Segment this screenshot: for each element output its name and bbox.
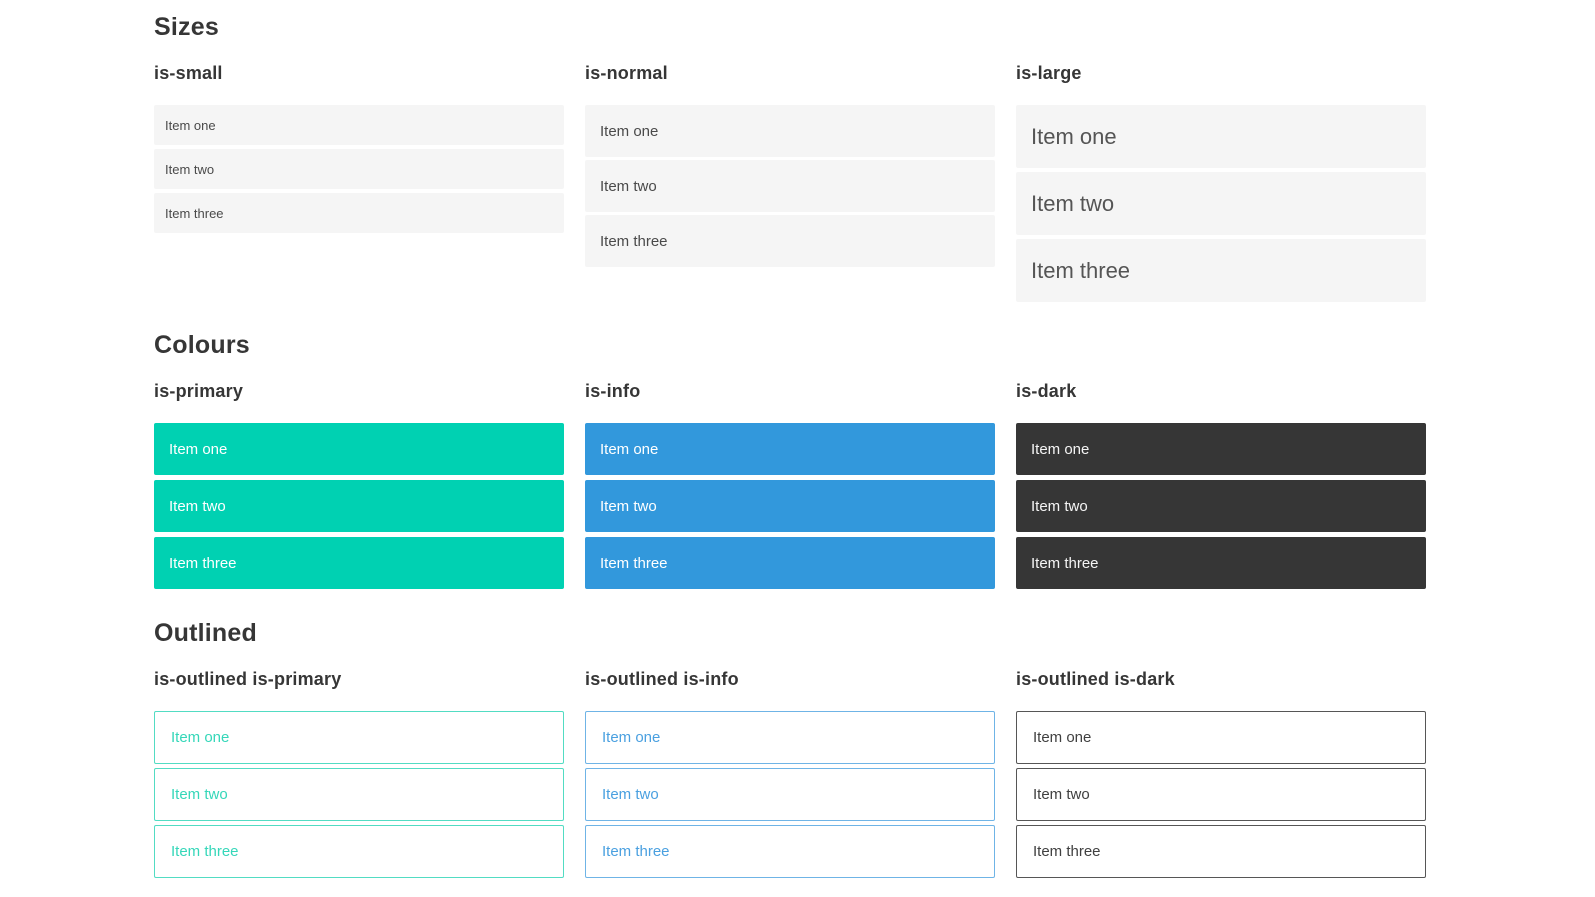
- list-outlined-info: Item one Item two Item three: [585, 711, 995, 882]
- list-item: Item one: [1016, 105, 1426, 168]
- demo-column-outlined-primary: is-outlined is-primary Item one Item two…: [154, 668, 564, 882]
- list-item: Item two: [154, 768, 564, 821]
- demo-column-is-info: is-info Item one Item two Item three: [585, 380, 995, 594]
- list-item: Item three: [585, 825, 995, 878]
- column-heading-is-dark: is-dark: [1016, 381, 1077, 401]
- column-heading-is-normal: is-normal: [585, 63, 668, 83]
- list-item: Item three: [585, 537, 995, 589]
- list-item: Item one: [154, 105, 564, 145]
- column-heading-is-small: is-small: [154, 63, 223, 83]
- outlined-grid: is-outlined is-primary Item one Item two…: [154, 668, 1426, 882]
- list-item: Item one: [585, 711, 995, 764]
- demo-column-is-primary: is-primary Item one Item two Item three: [154, 380, 564, 594]
- list-is-dark: Item one Item two Item three: [1016, 423, 1426, 594]
- list-is-info: Item one Item two Item three: [585, 423, 995, 594]
- colours-grid: is-primary Item one Item two Item three …: [154, 380, 1426, 594]
- list-item: Item two: [585, 768, 995, 821]
- list-item: Item one: [1016, 711, 1426, 764]
- demo-column-is-normal: is-normal Item one Item two Item three: [585, 62, 995, 270]
- list-item: Item two: [154, 149, 564, 189]
- column-heading-outlined-info: is-outlined is-info: [585, 669, 739, 689]
- list-outlined-dark: Item one Item two Item three: [1016, 711, 1426, 882]
- demo-column-is-small: is-small Item one Item two Item three: [154, 62, 564, 237]
- list-item: Item three: [154, 825, 564, 878]
- list-item: Item one: [154, 423, 564, 475]
- list-item: Item one: [585, 423, 995, 475]
- list-is-normal: Item one Item two Item three: [585, 105, 995, 270]
- column-heading-is-large: is-large: [1016, 63, 1082, 83]
- column-heading-is-info: is-info: [585, 381, 641, 401]
- list-item: Item three: [1016, 239, 1426, 302]
- list-item: Item two: [585, 480, 995, 532]
- list-item: Item three: [585, 215, 995, 267]
- section-colours: Colours is-primary Item one Item two Ite…: [154, 330, 1426, 594]
- sizes-grid: is-small Item one Item two Item three is…: [154, 62, 1426, 306]
- list-item: Item three: [154, 537, 564, 589]
- list-item: Item two: [154, 480, 564, 532]
- list-item: Item two: [1016, 768, 1426, 821]
- list-is-small: Item one Item two Item three: [154, 105, 564, 237]
- list-item: Item one: [1016, 423, 1426, 475]
- section-sizes: Sizes is-small Item one Item two Item th…: [154, 12, 1426, 306]
- column-heading-outlined-primary: is-outlined is-primary: [154, 669, 342, 689]
- section-title-outlined: Outlined: [154, 619, 257, 647]
- list-item: Item three: [1016, 825, 1426, 878]
- demo-column-is-dark: is-dark Item one Item two Item three: [1016, 380, 1426, 594]
- section-outlined: Outlined is-outlined is-primary Item one…: [154, 618, 1426, 882]
- list-item: Item one: [585, 105, 995, 157]
- style-guide-page: Sizes is-small Item one Item two Item th…: [154, 0, 1426, 882]
- list-item: Item three: [154, 193, 564, 233]
- list-outlined-primary: Item one Item two Item three: [154, 711, 564, 882]
- demo-column-outlined-info: is-outlined is-info Item one Item two It…: [585, 668, 995, 882]
- section-title-sizes: Sizes: [154, 13, 219, 41]
- list-item: Item two: [1016, 172, 1426, 235]
- list-is-primary: Item one Item two Item three: [154, 423, 564, 594]
- section-title-colours: Colours: [154, 331, 250, 359]
- column-heading-outlined-dark: is-outlined is-dark: [1016, 669, 1175, 689]
- demo-column-outlined-dark: is-outlined is-dark Item one Item two It…: [1016, 668, 1426, 882]
- demo-column-is-large: is-large Item one Item two Item three: [1016, 62, 1426, 306]
- column-heading-is-primary: is-primary: [154, 381, 244, 401]
- list-is-large: Item one Item two Item three: [1016, 105, 1426, 306]
- list-item: Item one: [154, 711, 564, 764]
- list-item: Item two: [1016, 480, 1426, 532]
- list-item: Item two: [585, 160, 995, 212]
- list-item: Item three: [1016, 537, 1426, 589]
